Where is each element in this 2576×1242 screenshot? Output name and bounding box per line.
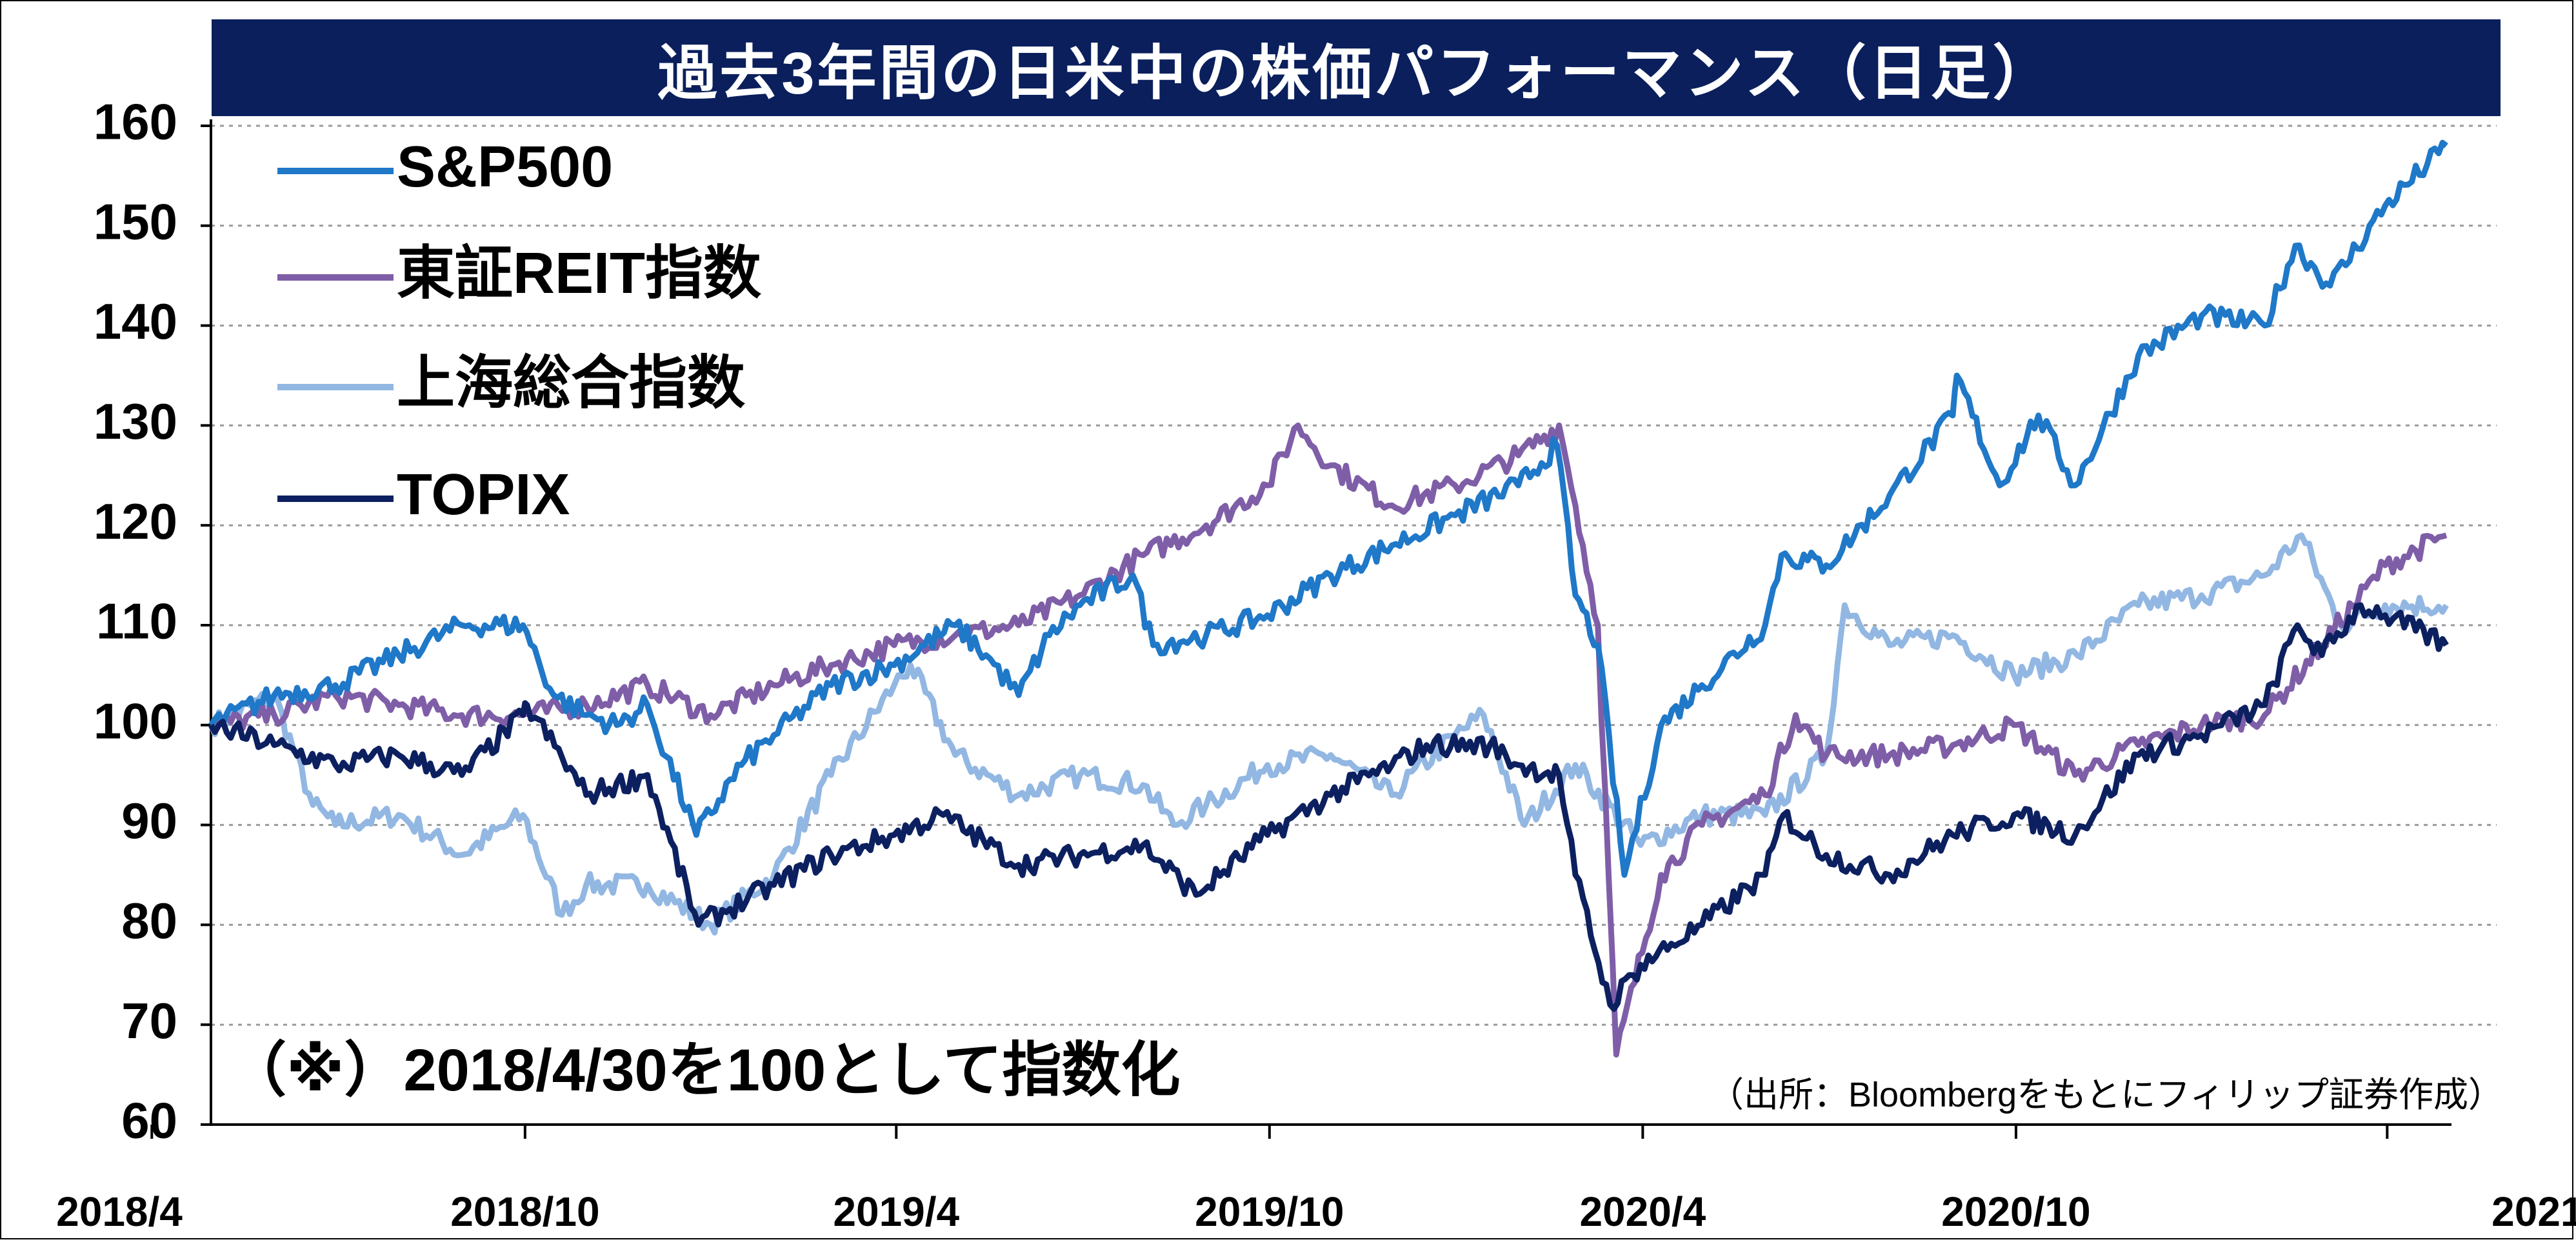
legend-label: 上海総合指数: [397, 351, 745, 416]
x-axis-ticks: 2018/4 2018/10 2019/4 2019/10 2020/4 2020/10 2…: [56, 1125, 2576, 1235]
series-line-1: [209, 422, 2448, 1058]
y-tick-label: 150: [94, 193, 177, 250]
gridlines: [211, 125, 2497, 1026]
x-tick-label: 2018/10: [450, 1188, 599, 1235]
y-tick-label: 130: [94, 393, 177, 450]
axes: [210, 119, 2451, 1126]
y-tick-label: 110: [96, 593, 177, 650]
y-tick-label: 160: [94, 94, 177, 150]
y-tick-label: 100: [94, 692, 177, 749]
series-line-3: [208, 602, 2449, 1012]
x-tick-label: 2018/4: [56, 1188, 183, 1235]
source-note: （出所：Bloombergをもとにフィリップ証券作成）: [1709, 1076, 2503, 1114]
y-tick-label: 60: [121, 1092, 177, 1149]
x-tick-label: 2020/4: [1579, 1188, 1706, 1235]
y-tick-label: 120: [94, 493, 177, 550]
index-note: （※）2018/4/30を100として指数化: [227, 1037, 1180, 1103]
series-line-0: [208, 139, 2448, 878]
legend-label: 東証REIT指数: [397, 241, 761, 306]
chart-title: 過去3年間の日米中の株価パフォーマンス（日足）: [212, 19, 2501, 116]
x-tick-label: 2019/4: [833, 1188, 959, 1235]
legend-label: S&P500: [397, 135, 613, 199]
series-lines: [208, 139, 2449, 1058]
y-axis-ticks: 60 70 80 90 100 110 120 130 140 150 160: [94, 94, 211, 1149]
y-tick-label: 140: [94, 293, 177, 350]
legend-label: TOPIX: [397, 463, 570, 527]
y-tick-label: 70: [121, 992, 177, 1049]
x-tick-label: 2019/10: [1195, 1188, 1344, 1235]
y-tick-label: 90: [121, 792, 177, 849]
y-tick-label: 80: [121, 892, 177, 949]
x-tick-label: 2021/4: [2491, 1188, 2576, 1235]
x-tick-label: 2020/10: [1941, 1188, 2090, 1235]
series-line-2: [208, 532, 2449, 936]
